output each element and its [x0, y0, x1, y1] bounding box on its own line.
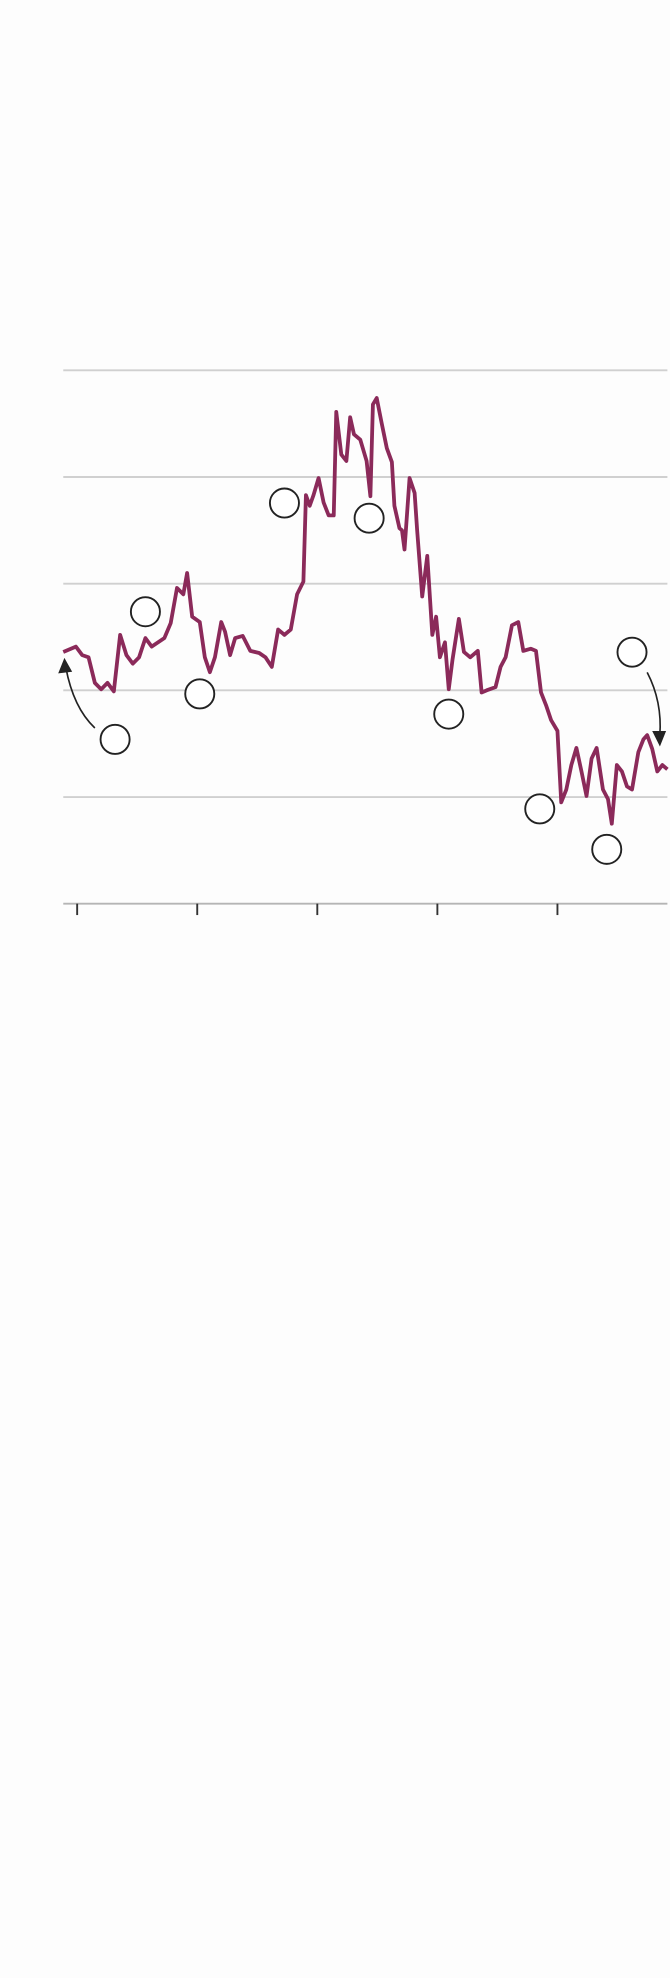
- arrow-head: [652, 730, 667, 747]
- annotation-arrows: [58, 657, 667, 747]
- annotation-circle: [616, 636, 648, 668]
- annotation-markers: [99, 487, 648, 865]
- annotation-circle: [433, 698, 465, 730]
- annotation-circle: [353, 502, 385, 534]
- annotation-circle: [184, 678, 216, 710]
- annotation-circle: [99, 723, 131, 755]
- annotation-circle: [591, 833, 623, 865]
- annotation-circle: [268, 487, 300, 519]
- annotation-circle: [524, 793, 556, 825]
- arrow: [646, 672, 661, 736]
- data-line: [62, 396, 669, 826]
- arrow-head: [58, 657, 73, 674]
- arrow: [64, 667, 96, 729]
- annotation-circle: [129, 596, 161, 628]
